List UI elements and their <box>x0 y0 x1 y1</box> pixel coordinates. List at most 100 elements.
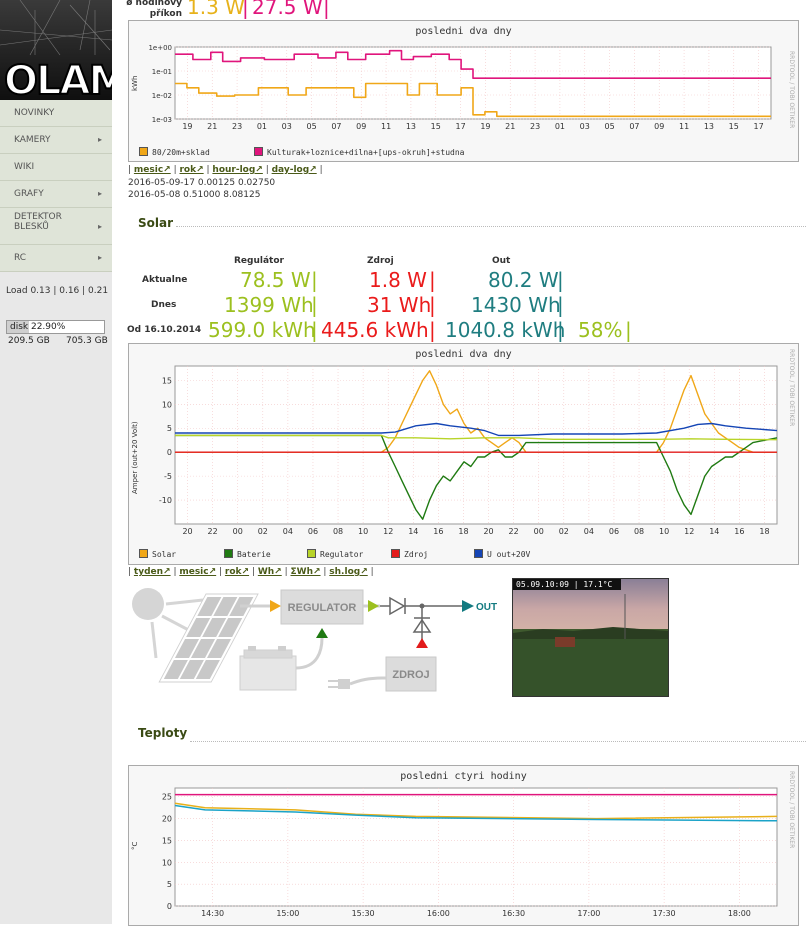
x-tick-label: 23 <box>530 122 540 131</box>
separator: | <box>429 293 436 317</box>
x-tick-label: 21 <box>207 122 217 131</box>
solar-links: | tyden↗ | mesic↗ | rok↗ | Wh↗ | ΣWh↗ | … <box>128 567 374 577</box>
consumption-chart-panel[interactable]: posledni dva dny kWh RRDTOOL / TOBI OETI… <box>128 20 799 162</box>
chevron-right-icon: ▸ <box>97 189 102 198</box>
reg-total: 599.0 kWh <box>208 318 316 342</box>
nav-item-kamery[interactable]: KAMERY ▸ <box>0 127 112 154</box>
x-tick-label: 07 <box>629 122 639 131</box>
link-sh-log[interactable]: sh.log↗ <box>329 567 368 577</box>
link-sum-wh[interactable]: ΣWh↗ <box>290 567 321 577</box>
solar-chart-panel[interactable]: posledni dva dny Amper (out+20 Volt) RRD… <box>128 343 799 565</box>
disk-total: 705.3 GB <box>66 336 108 346</box>
y-tick-label: 5 <box>167 880 172 889</box>
battery-icon <box>239 646 297 691</box>
chart-title: posledni dva dny <box>415 349 512 360</box>
legend-label: Kulturak+loznice+dilna+[ups-okruh]+studn… <box>267 148 465 157</box>
power-label-line2: příkon <box>149 9 182 19</box>
x-tick-label: 05 <box>306 122 316 131</box>
nav-label: WIKI <box>14 162 35 172</box>
x-tick-label: 05 <box>604 122 614 131</box>
row-label-od: Od 16.10.2014 <box>127 325 202 335</box>
out-label: OUT <box>476 602 497 613</box>
x-tick-label: 18 <box>458 527 468 536</box>
log-line: 2016-05-08 0.51000 8.08125 <box>128 190 261 200</box>
zdroj-label: ZDROJ <box>392 669 429 681</box>
y-tick-label: 0 <box>167 448 172 457</box>
x-tick-label: 02 <box>258 527 268 536</box>
zdroj-dnes: 31 Wh <box>367 293 432 317</box>
separator: | <box>557 268 564 292</box>
legend-label: Solar <box>152 550 177 559</box>
link-rok[interactable]: rok↗ <box>224 567 250 577</box>
y-tick-label: 1e+00 <box>148 44 172 52</box>
separator: | <box>311 293 318 317</box>
x-tick-label: 20 <box>182 527 192 536</box>
solar-panel-icon <box>158 593 259 683</box>
link-day-log[interactable]: day-log↗ <box>271 165 317 175</box>
nav-item-rc[interactable]: RC ▸ <box>0 245 112 272</box>
link-tyden[interactable]: tyden↗ <box>133 567 171 577</box>
row-label-dnes: Dnes <box>151 300 177 310</box>
x-tick-label: 15:30 <box>352 909 375 918</box>
nav-item-wiki[interactable]: WIKI <box>0 154 112 181</box>
x-tick-label: 16:00 <box>427 909 450 918</box>
link-rok[interactable]: rok↗ <box>179 165 204 175</box>
regulator-label: REGULATOR <box>288 602 357 614</box>
link-mesic[interactable]: mesic↗ <box>179 567 217 577</box>
x-tick-label: 10 <box>659 527 669 536</box>
series-line-1 <box>174 802 778 820</box>
system-load: Load 0.13 | 0.16 | 0.21 <box>6 286 109 296</box>
x-tick-label: 01 <box>257 122 267 131</box>
y-tick-label: 10 <box>162 858 172 867</box>
link-hour-log[interactable]: hour-log↗ <box>212 165 263 175</box>
x-tick-label: 01 <box>555 122 565 131</box>
temperature-chart-panel[interactable]: posledni ctyri hodiny °C RRDTOOL / TOBI … <box>128 765 799 926</box>
legend-label: Regulator <box>320 550 364 559</box>
x-tick-label: 03 <box>580 122 590 131</box>
x-tick-label: 22 <box>509 527 519 536</box>
y-tick-label: 1e-03 <box>152 116 172 124</box>
legend-item: Kulturak+loznice+dilna+[ups-okruh]+studn… <box>254 147 464 157</box>
out-aktualne: 80.2 W <box>488 268 559 292</box>
arrow-right-icon <box>368 600 379 612</box>
section-title-solar: Solar <box>138 216 174 230</box>
legend-item: Regulator <box>307 549 363 559</box>
zdroj-box <box>385 656 437 692</box>
separator: | <box>557 318 564 342</box>
consumption-links: | mesic↗ | rok↗ | hour-log↗ | day-log↗ | <box>128 165 323 175</box>
disk-usage-label: disk 22.90% <box>10 322 66 332</box>
separator: | <box>625 318 632 342</box>
site-logo[interactable]: OLAM <box>0 0 112 100</box>
y-tick-label: 5 <box>167 424 172 433</box>
avg-power-value-2: 27.5 W <box>252 0 323 19</box>
reg-dnes: 1399 Wh <box>224 293 314 317</box>
link-wh[interactable]: Wh↗ <box>257 567 282 577</box>
logo-background <box>0 0 112 100</box>
y-tick-label: 15 <box>162 836 172 845</box>
y-tick-label: -10 <box>159 496 172 505</box>
legend-item: Solar <box>139 549 176 559</box>
nav-item-detektor-blesku[interactable]: DETEKTOR BLESKŮ ▸ <box>0 208 112 245</box>
x-tick-label: 00 <box>233 527 243 536</box>
plug-icon <box>328 676 387 689</box>
x-tick-label: 08 <box>333 527 343 536</box>
x-tick-label: 18 <box>759 527 769 536</box>
nav-item-novinky[interactable]: NOVINKY <box>0 100 112 127</box>
col-header-regulator: Regulátor <box>234 256 284 266</box>
arrow-right-icon <box>270 600 281 612</box>
chevron-right-icon: ▸ <box>97 135 102 144</box>
x-tick-label: 14 <box>408 527 418 536</box>
arrow-right-icon <box>462 600 474 612</box>
separator: | <box>429 318 436 342</box>
x-tick-label: 04 <box>584 527 594 536</box>
nav-item-grafy[interactable]: GRAFY ▸ <box>0 181 112 208</box>
series-line-1 <box>175 434 778 520</box>
series-line-2 <box>174 804 778 822</box>
x-tick-label: 17:30 <box>653 909 676 918</box>
x-tick-label: 12 <box>383 527 393 536</box>
x-tick-label: 03 <box>282 122 292 131</box>
x-tick-label: 02 <box>559 527 569 536</box>
reg-aktualne: 78.5 W <box>240 268 311 292</box>
link-mesic[interactable]: mesic↗ <box>133 165 171 175</box>
camera-image[interactable]: 05.09.10:09 | 17.1°C <box>512 578 669 697</box>
